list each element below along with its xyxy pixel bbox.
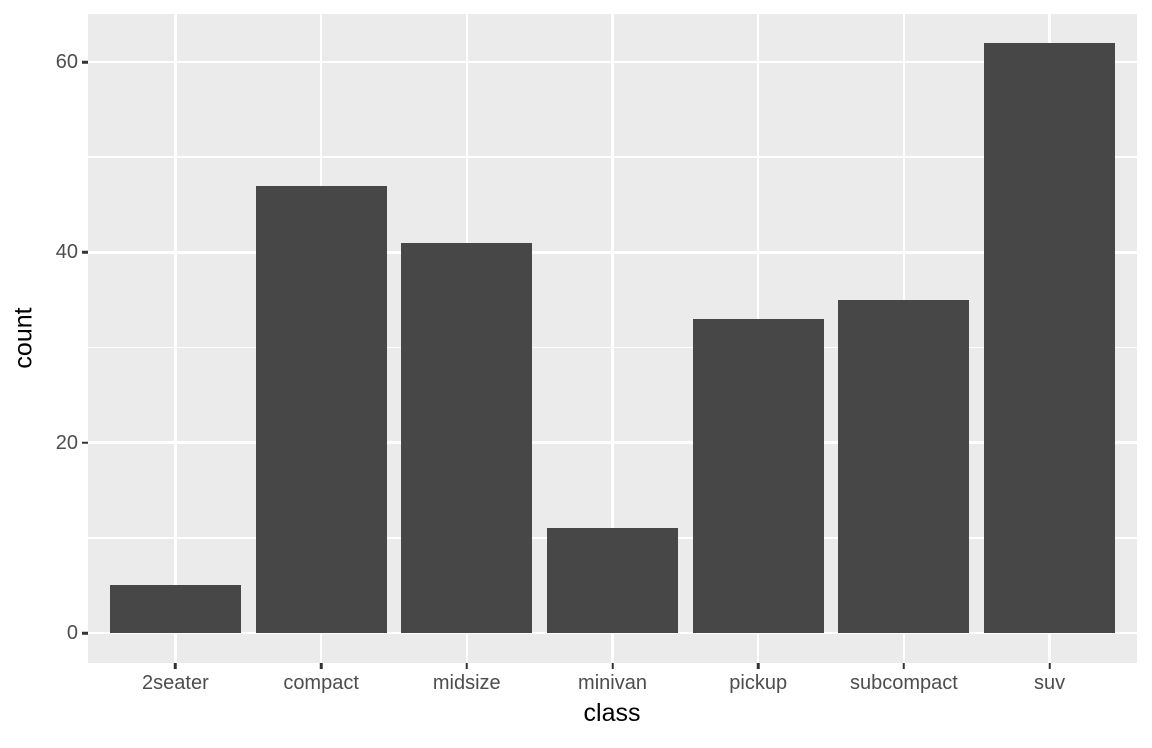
horizontal-minor-gridline	[88, 346, 1137, 349]
horizontal-minor-gridline	[88, 156, 1137, 158]
y-tick-label: 60	[55, 51, 78, 73]
bar-compact	[255, 185, 387, 633]
y-tick-label: 40	[55, 241, 78, 264]
horizontal-major-gridline	[88, 60, 1137, 64]
y-axis-title: count	[9, 307, 38, 369]
bar-minivan	[546, 528, 679, 633]
vertical-gridline	[611, 14, 614, 663]
horizontal-major-gridline	[88, 251, 1137, 254]
bar-midsize	[401, 242, 533, 633]
bar-pickup	[692, 318, 824, 633]
plot-panel	[88, 14, 1137, 663]
x-tick-mark	[902, 663, 906, 669]
x-tick-label: compact	[283, 672, 359, 694]
horizontal-major-gridline	[88, 631, 1137, 635]
x-tick-label: suv	[1034, 672, 1066, 694]
x-tick-mark	[756, 663, 760, 669]
x-tick-label: pickup	[729, 672, 788, 694]
x-tick-mark	[319, 663, 323, 669]
x-tick-label: minivan	[578, 672, 647, 694]
y-tick-label: 0	[66, 622, 78, 644]
x-tick-mark	[465, 663, 469, 669]
x-tick-mark	[611, 663, 614, 669]
y-tick-mark	[82, 441, 88, 444]
y-tick-mark	[82, 60, 88, 64]
horizontal-major-gridline	[88, 441, 1137, 444]
x-tick-mark	[1048, 663, 1051, 669]
x-tick-label: midsize	[432, 672, 501, 694]
bar-subcompact	[838, 299, 970, 633]
vertical-gridline	[174, 14, 177, 663]
x-tick-label: subcompact	[849, 672, 958, 694]
bar-2seater	[109, 585, 241, 633]
x-tick-mark	[174, 663, 177, 669]
x-tick-label: 2seater	[142, 672, 209, 694]
y-tick-label: 20	[55, 431, 78, 454]
y-tick-mark	[82, 251, 88, 254]
x-axis-title: class	[583, 699, 641, 727]
bar-suv	[984, 42, 1116, 633]
y-tick-mark	[82, 631, 88, 635]
